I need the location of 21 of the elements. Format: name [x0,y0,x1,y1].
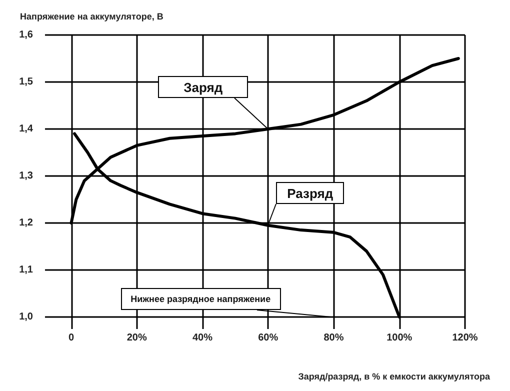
y-tick-label: 1,6 [19,30,34,40]
x-tick-label: 80% [324,332,344,344]
callout-box: Заряд [157,75,270,130]
x-tick-label: 20% [126,332,147,344]
y-tick-label: 1,0 [19,312,34,322]
x-tick-label: 40% [192,332,213,344]
y-tick-label: 1,4 [19,124,34,134]
x-tick-label: 0 [68,332,74,344]
y-axis-title: Напряжение на аккумуляторе, В [20,12,164,22]
x-tick-label: 100% [386,332,412,344]
y-tick-label: 1,3 [19,170,34,182]
annotation: Заряд [158,76,248,98]
annotation: Нижнее разрядное напряжение [120,288,281,310]
annotation: Разряд [276,182,344,204]
x-axis-title: Заряд/разряд, в % к емкости аккумулятора [298,372,491,382]
y-tick-label: 1,5 [19,76,34,88]
callout-box: Разряд [267,181,346,226]
x-tick-label: 60% [258,332,278,344]
y-tick-label: 1,2 [19,218,34,228]
y-tick-label: 1,1 [19,264,34,276]
x-tick-label: 120% [452,332,478,344]
